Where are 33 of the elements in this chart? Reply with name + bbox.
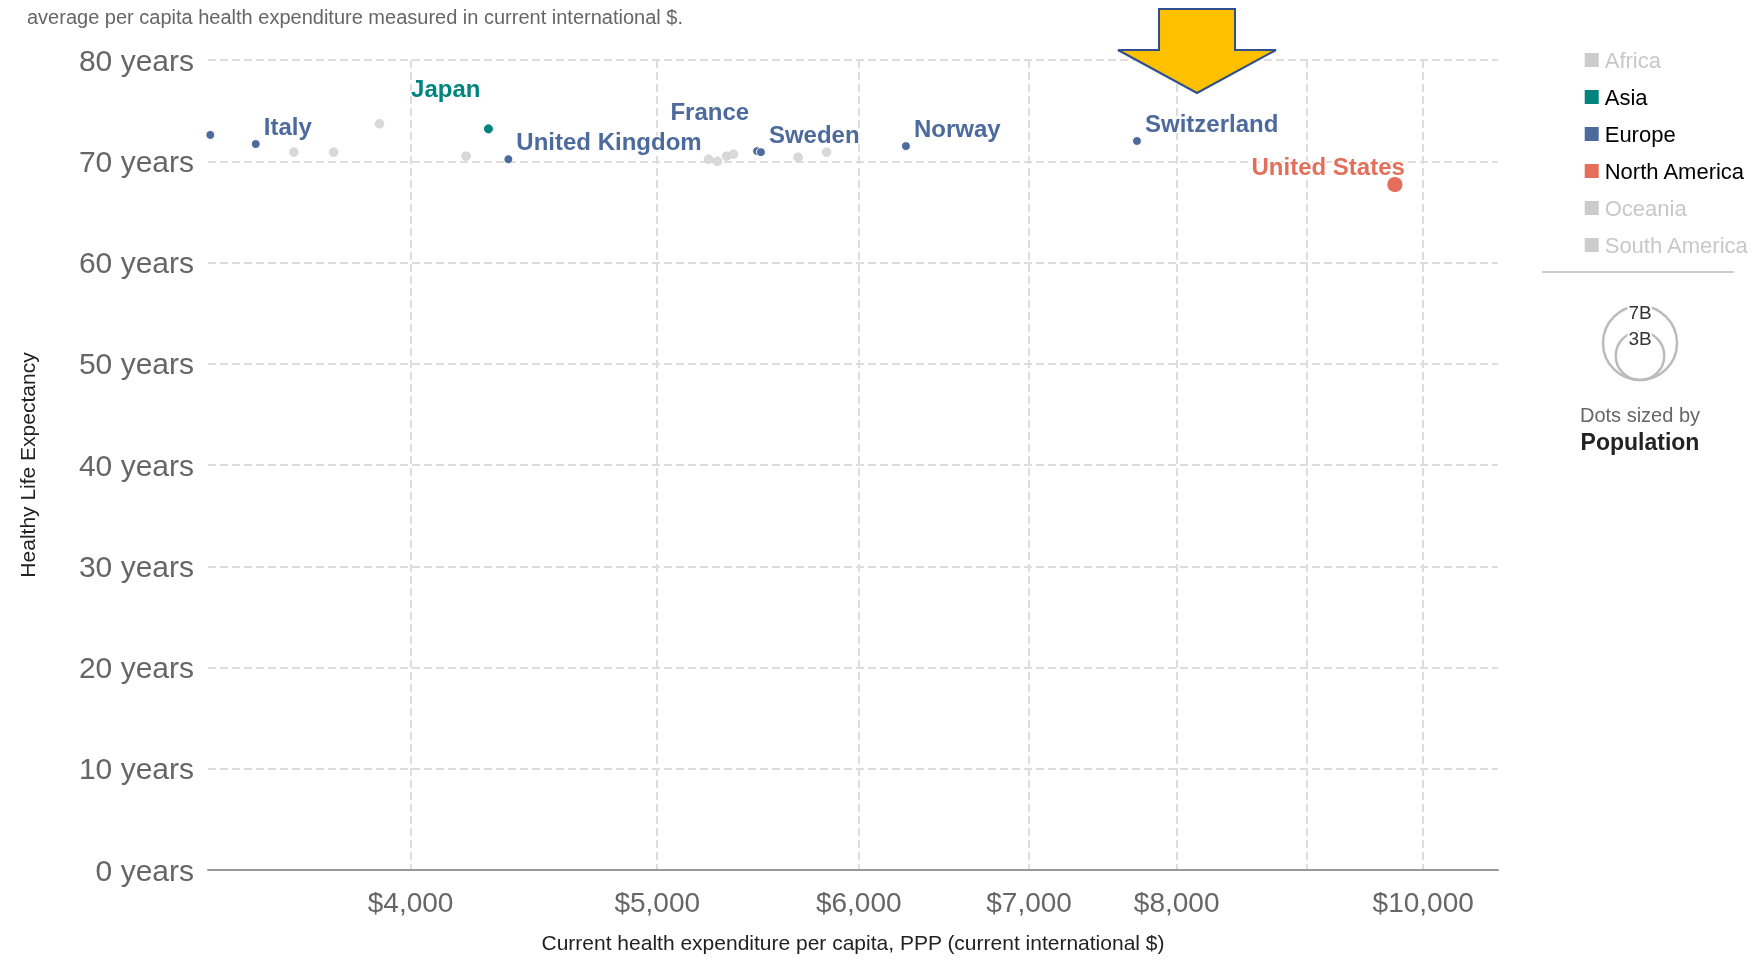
chart-subtitle: average per capita health expenditure measured in current international $.: [27, 6, 683, 28]
annotation: Italy: [263, 112, 313, 140]
y-tick-label: 10 years: [78, 752, 194, 786]
x-tick-label: $5,000: [614, 886, 701, 918]
x-tick-label: $4,000: [367, 886, 454, 918]
x-tick-label: $10,000: [1372, 886, 1474, 918]
annotation: United Kingdom: [516, 127, 702, 155]
legend-label: 7B: [1628, 301, 1652, 323]
legend-label: 3B: [1628, 327, 1652, 349]
text: Dots sized by: [1579, 404, 1701, 426]
y-tick-label: 30 years: [78, 549, 194, 583]
text: Population: [1580, 429, 1700, 455]
y-tick-label: 40 years: [78, 448, 194, 482]
annotation: United States: [1251, 153, 1405, 181]
annotation: Japan: [411, 75, 481, 103]
x-tick-label: $6,000: [815, 886, 902, 918]
legend-label: Asia: [1604, 84, 1649, 110]
y-tick-label: 0 years: [95, 853, 194, 887]
y-tick-label: 70 years: [78, 144, 194, 178]
y-tick-label: 20 years: [78, 651, 194, 684]
x-tick-label: $7,000: [986, 886, 1072, 918]
y-tick-label: 60 years: [78, 246, 194, 279]
annotation: France: [670, 97, 750, 125]
y-tick-label: 50 years: [78, 347, 194, 381]
annotation: Switzerland: [1144, 109, 1279, 137]
legend-label: North America: [1604, 158, 1745, 184]
annotation: Sweden: [768, 120, 860, 148]
y-axis-title: Healthy Life Expectancy: [16, 351, 39, 578]
annotation: Norway: [913, 114, 1002, 142]
y-tick-label: 80 years: [78, 43, 194, 77]
x-axis-title: Current health expenditure per capita, PPP (current international $): [541, 931, 1165, 954]
legend-label: Europe: [1604, 121, 1676, 147]
x-tick-label: $8,000: [1133, 886, 1220, 918]
